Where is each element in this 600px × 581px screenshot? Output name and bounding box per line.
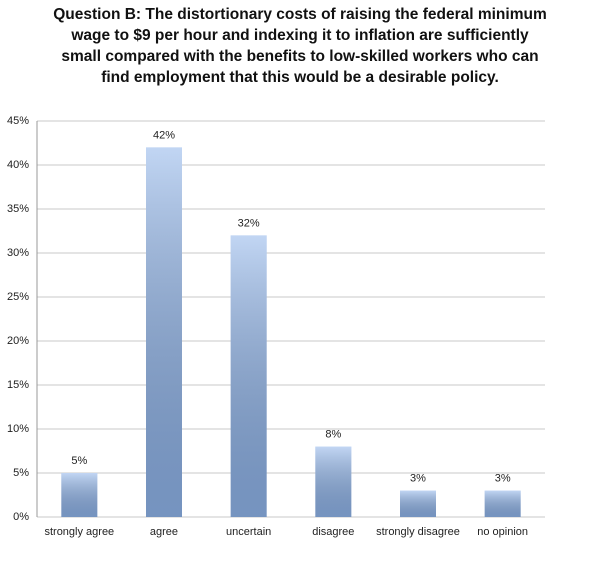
y-tick-label: 0% (13, 511, 29, 523)
bar-shade (484, 490, 521, 517)
value-label: 3% (495, 473, 511, 485)
x-tick-label: disagree (312, 526, 355, 538)
y-tick-label: 20% (7, 335, 29, 347)
value-label: 42% (153, 129, 175, 141)
y-tick-label: 15% (7, 379, 29, 391)
y-tick-label: 5% (13, 467, 29, 479)
x-tick-label: no opinion (477, 526, 529, 538)
x-tick-label: strongly disagree (376, 526, 460, 538)
bar-shade (61, 473, 98, 517)
y-tick-label: 45% (7, 115, 29, 127)
y-tick-label: 40% (7, 159, 29, 171)
bar-shade (230, 235, 267, 517)
x-tick-label: strongly agree (44, 526, 115, 538)
bar-shade (315, 446, 352, 517)
bar-shade (400, 490, 436, 517)
y-tick-label: 10% (7, 423, 29, 435)
value-label: 3% (410, 473, 426, 485)
y-tick-label: 35% (7, 203, 29, 215)
y-tick-label: 30% (7, 247, 29, 259)
bar-shade (146, 147, 182, 517)
value-label: 32% (238, 217, 260, 229)
value-label: 5% (71, 455, 87, 467)
x-tick-label: uncertain (226, 526, 272, 538)
value-label: 8% (325, 429, 341, 441)
chart-title: Question B: The distortionary costs of r… (53, 6, 547, 86)
y-tick-label: 25% (7, 291, 29, 303)
x-tick-label: agree (149, 526, 179, 538)
